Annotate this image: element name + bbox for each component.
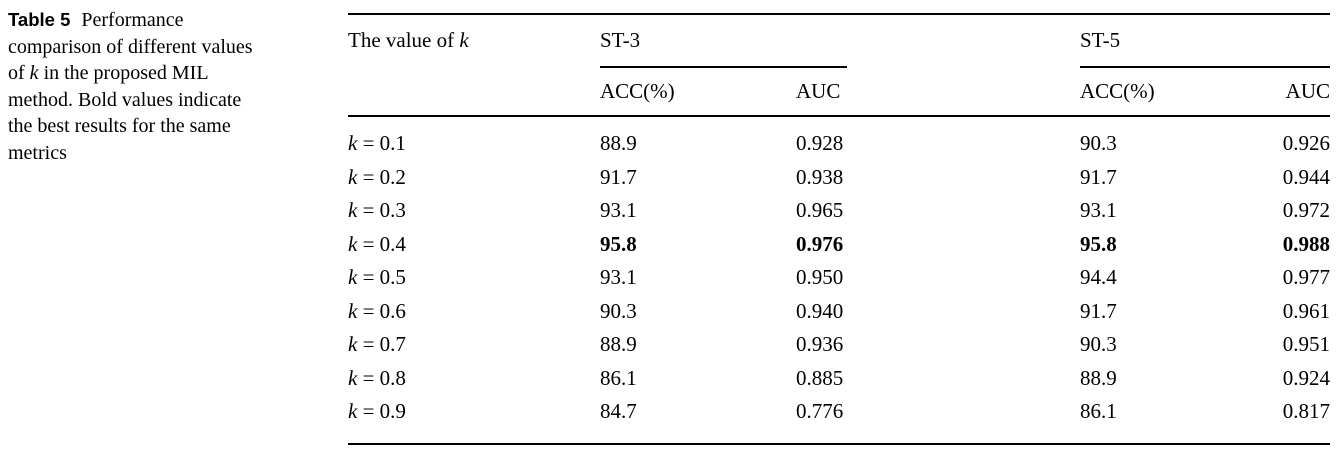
column-group-st5: ST-5: [1080, 28, 1121, 52]
group-rule-st3: [600, 66, 847, 68]
cell-st5-auc: 0.988: [1282, 231, 1330, 256]
cell-k-label: k = 0.2: [348, 161, 600, 195]
cell-st3-auc: 0.965: [796, 198, 844, 222]
cell-st3-acc: 95.8: [600, 231, 637, 256]
caption-text: Performance: [81, 9, 184, 31]
column-header-st3-auc: AUC: [796, 79, 841, 103]
cell-st3-acc: 91.7: [600, 164, 637, 189]
cell-st3-auc: 0.928: [796, 131, 844, 155]
cell-st5-auc: 0.951: [1282, 332, 1330, 356]
k-symbol: k: [348, 198, 358, 222]
cell-st5-acc: 93.1: [1080, 198, 1117, 222]
cell-st5-acc: 91.7: [1080, 298, 1117, 323]
k-value: = 0.5: [357, 265, 406, 289]
table-row: k = 0.1 88.9 0.928 90.3 0.926: [348, 127, 1330, 161]
k-symbol: k: [29, 62, 39, 84]
cell-st5-acc: 94.4: [1080, 265, 1117, 289]
table-caption: Table 5 Performance comparison of differe…: [8, 7, 308, 166]
table-subheader-row: ACC(%) AUC ACC(%) AUC: [348, 68, 1330, 117]
cell-st5-auc: 0.961: [1282, 298, 1330, 323]
performance-table: The value of k ST-3 ST-5 ACC(%) AUC ACC(…: [348, 13, 1330, 445]
caption-line: method. Bold values indicate: [8, 88, 242, 111]
k-symbol: k: [348, 164, 358, 189]
spacer: [348, 66, 600, 68]
cell-k-label: k = 0.8: [348, 362, 600, 396]
cell-st3-auc: 0.938: [796, 164, 844, 189]
cell-st5-auc: 0.972: [1282, 198, 1330, 222]
cell-st5-acc: 86.1: [1080, 399, 1117, 423]
cell-k-label: k = 0.5: [348, 261, 600, 295]
cell-st3-auc: 0.885: [796, 365, 844, 390]
cell-st3-acc: 93.1: [600, 198, 637, 222]
cell-st5-auc: 0.926: [1282, 131, 1330, 155]
caption-line: of k in the proposed MIL: [8, 62, 209, 84]
cell-k-label: k = 0.7: [348, 328, 600, 362]
table-row: k = 0.5 93.1 0.950 94.4 0.977: [348, 261, 1330, 295]
caption-line: Table 5 Performance: [8, 7, 308, 34]
cell-st3-acc: 90.3: [600, 298, 637, 323]
k-symbol: k: [348, 332, 358, 356]
k-symbol: k: [348, 131, 358, 155]
cell-st5-auc: 0.817: [1282, 399, 1330, 423]
column-header-st3-acc: ACC(%): [600, 79, 675, 103]
cell-k-label: k = 0.6: [348, 295, 600, 329]
k-value: = 0.9: [357, 399, 406, 423]
cell-st5-auc: 0.924: [1282, 365, 1330, 390]
cell-st3-acc: 84.7: [600, 399, 637, 423]
cell-st5-auc: 0.977: [1282, 265, 1330, 289]
table-row: k = 0.7 88.9 0.936 90.3 0.951: [348, 328, 1330, 362]
k-value: = 0.2: [357, 164, 406, 189]
cell-st3-auc: 0.950: [796, 265, 844, 289]
column-group-st3: ST-3: [600, 28, 641, 52]
cell-st3-auc: 0.776: [796, 399, 844, 423]
cell-st3-auc: 0.976: [796, 231, 844, 256]
table-row: k = 0.9 84.7 0.776 86.1 0.817: [348, 395, 1330, 429]
k-symbol: k: [348, 365, 358, 390]
column-header-st5-auc: AUC: [1285, 79, 1330, 103]
cell-st3-acc: 86.1: [600, 365, 637, 390]
k-value: = 0.6: [357, 298, 406, 323]
cell-st3-auc: 0.940: [796, 298, 844, 323]
cell-st3-auc: 0.936: [796, 332, 844, 356]
caption-line: metrics: [8, 141, 67, 164]
table-body: k = 0.1 88.9 0.928 90.3 0.926 k = 0.2 91…: [348, 117, 1330, 443]
k-value: = 0.4: [357, 231, 406, 256]
k-symbol: k: [348, 231, 358, 256]
cell-k-label: k = 0.3: [348, 194, 600, 228]
group-rule-st5: [1080, 66, 1330, 68]
caption-label: Table 5: [8, 9, 71, 30]
k-value: = 0.7: [357, 332, 406, 356]
cell-st5-acc: 95.8: [1080, 231, 1117, 256]
k-value: = 0.3: [357, 198, 406, 222]
k-symbol: k: [348, 265, 358, 289]
cell-k-label: k = 0.4: [348, 228, 600, 262]
table-row: k = 0.8 86.1 0.885 88.9 0.924: [348, 362, 1330, 396]
k-value: = 0.1: [357, 131, 406, 155]
k-value: = 0.8: [357, 365, 406, 390]
group-rule-row: [348, 66, 1330, 68]
k-symbol: k: [459, 28, 469, 52]
cell-st5-acc: 91.7: [1080, 164, 1117, 189]
table-header-group-row: The value of k ST-3 ST-5: [348, 15, 1330, 66]
column-header-k: The value of k: [348, 28, 469, 52]
cell-st5-auc: 0.944: [1282, 164, 1330, 189]
caption-line: the best results for the same: [8, 115, 231, 137]
caption-line: comparison of different values: [8, 35, 253, 58]
cell-st5-acc: 90.3: [1080, 332, 1117, 356]
table-row: k = 0.3 93.1 0.965 93.1 0.972: [348, 194, 1330, 228]
table-row: k = 0.2 91.7 0.938 91.7 0.944: [348, 161, 1330, 195]
cell-st3-acc: 88.9: [600, 332, 637, 356]
cell-st3-acc: 88.9: [600, 131, 637, 155]
cell-st3-acc: 93.1: [600, 265, 637, 289]
cell-k-label: k = 0.1: [348, 127, 600, 161]
k-symbol: k: [348, 298, 358, 323]
cell-st5-acc: 88.9: [1080, 365, 1117, 390]
table-row: k = 0.4 95.8 0.976 95.8 0.988: [348, 228, 1330, 262]
k-symbol: k: [348, 399, 358, 423]
column-header-st5-acc: ACC(%): [1080, 79, 1155, 103]
cell-k-label: k = 0.9: [348, 395, 600, 429]
table-row: k = 0.6 90.3 0.940 91.7 0.961: [348, 295, 1330, 329]
cell-st5-acc: 90.3: [1080, 131, 1117, 155]
